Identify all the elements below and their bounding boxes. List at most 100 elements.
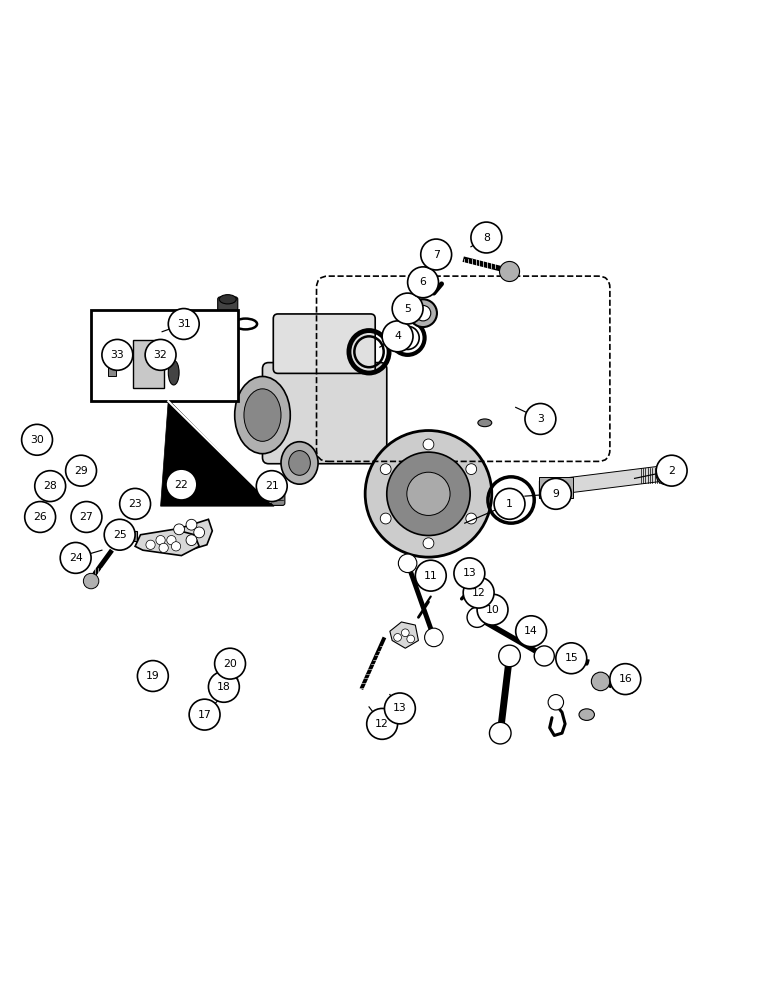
Circle shape: [215, 648, 245, 679]
Circle shape: [477, 594, 508, 625]
Circle shape: [171, 542, 181, 551]
Text: 24: 24: [69, 553, 83, 563]
Circle shape: [174, 524, 185, 535]
Circle shape: [423, 538, 434, 549]
Circle shape: [84, 510, 98, 524]
Text: 10: 10: [486, 605, 499, 615]
Ellipse shape: [579, 709, 594, 720]
Text: 12: 12: [472, 588, 486, 598]
Text: 12: 12: [375, 719, 389, 729]
Text: 26: 26: [33, 512, 47, 522]
Text: 13: 13: [393, 703, 407, 713]
Circle shape: [208, 671, 239, 702]
FancyBboxPatch shape: [262, 363, 387, 464]
Circle shape: [146, 540, 155, 549]
Circle shape: [489, 722, 511, 744]
Circle shape: [548, 695, 564, 710]
Circle shape: [381, 513, 391, 524]
Text: 25: 25: [113, 530, 127, 540]
Circle shape: [591, 672, 610, 691]
Circle shape: [194, 527, 205, 538]
Circle shape: [71, 502, 102, 532]
Circle shape: [137, 661, 168, 691]
Text: 2: 2: [669, 466, 675, 476]
Text: 9: 9: [553, 489, 559, 499]
Ellipse shape: [168, 360, 179, 385]
Circle shape: [471, 222, 502, 253]
Circle shape: [425, 628, 443, 647]
Circle shape: [365, 431, 492, 557]
Bar: [91, 310, 238, 401]
Text: 5: 5: [405, 304, 411, 314]
Circle shape: [516, 616, 547, 647]
Circle shape: [156, 536, 165, 545]
Bar: [108, 367, 116, 376]
Text: 11: 11: [424, 571, 438, 581]
Circle shape: [467, 607, 487, 627]
Text: 30: 30: [30, 435, 44, 445]
Circle shape: [25, 502, 56, 532]
Circle shape: [409, 299, 437, 327]
Circle shape: [189, 699, 220, 730]
Circle shape: [382, 321, 413, 352]
Circle shape: [463, 577, 494, 608]
Circle shape: [534, 646, 554, 666]
Circle shape: [540, 478, 571, 509]
Circle shape: [104, 519, 135, 550]
Polygon shape: [135, 529, 199, 556]
Text: 17: 17: [198, 710, 212, 720]
Polygon shape: [161, 400, 274, 506]
Circle shape: [145, 339, 176, 370]
FancyBboxPatch shape: [273, 314, 375, 373]
Ellipse shape: [478, 419, 492, 427]
Circle shape: [387, 452, 470, 536]
Bar: [73, 468, 81, 477]
Circle shape: [166, 469, 197, 500]
Circle shape: [401, 629, 409, 637]
Circle shape: [499, 645, 520, 667]
Ellipse shape: [219, 295, 236, 304]
Text: 27: 27: [80, 512, 93, 522]
Circle shape: [125, 322, 141, 338]
Circle shape: [159, 543, 168, 552]
Circle shape: [499, 261, 520, 282]
Text: 6: 6: [420, 277, 426, 287]
Text: 13: 13: [462, 568, 476, 578]
Circle shape: [35, 471, 66, 502]
Circle shape: [394, 634, 401, 641]
Circle shape: [186, 535, 197, 546]
Text: 4: 4: [394, 331, 401, 341]
Circle shape: [120, 488, 151, 519]
Circle shape: [421, 239, 452, 270]
Text: 23: 23: [128, 499, 142, 509]
Text: 20: 20: [223, 659, 237, 669]
FancyBboxPatch shape: [218, 297, 238, 332]
Circle shape: [256, 471, 287, 502]
Circle shape: [392, 293, 423, 324]
Text: 18: 18: [217, 682, 231, 692]
Circle shape: [415, 560, 446, 591]
Text: 14: 14: [524, 626, 538, 636]
Text: 3: 3: [537, 414, 543, 424]
Text: 21: 21: [265, 481, 279, 491]
Text: 31: 31: [177, 319, 191, 329]
Circle shape: [22, 424, 52, 455]
Circle shape: [381, 464, 391, 475]
Text: 32: 32: [154, 350, 168, 360]
Circle shape: [408, 267, 438, 298]
Ellipse shape: [235, 376, 290, 454]
Circle shape: [167, 536, 176, 545]
Text: 15: 15: [564, 653, 578, 663]
Polygon shape: [161, 519, 212, 550]
FancyBboxPatch shape: [266, 479, 285, 505]
Text: 29: 29: [74, 466, 88, 476]
Circle shape: [384, 693, 415, 724]
Circle shape: [610, 664, 641, 695]
Bar: [127, 531, 137, 541]
Circle shape: [656, 466, 675, 485]
Circle shape: [102, 339, 133, 370]
Circle shape: [186, 519, 197, 530]
Circle shape: [556, 643, 587, 674]
Polygon shape: [390, 622, 418, 648]
Text: 16: 16: [618, 674, 632, 684]
